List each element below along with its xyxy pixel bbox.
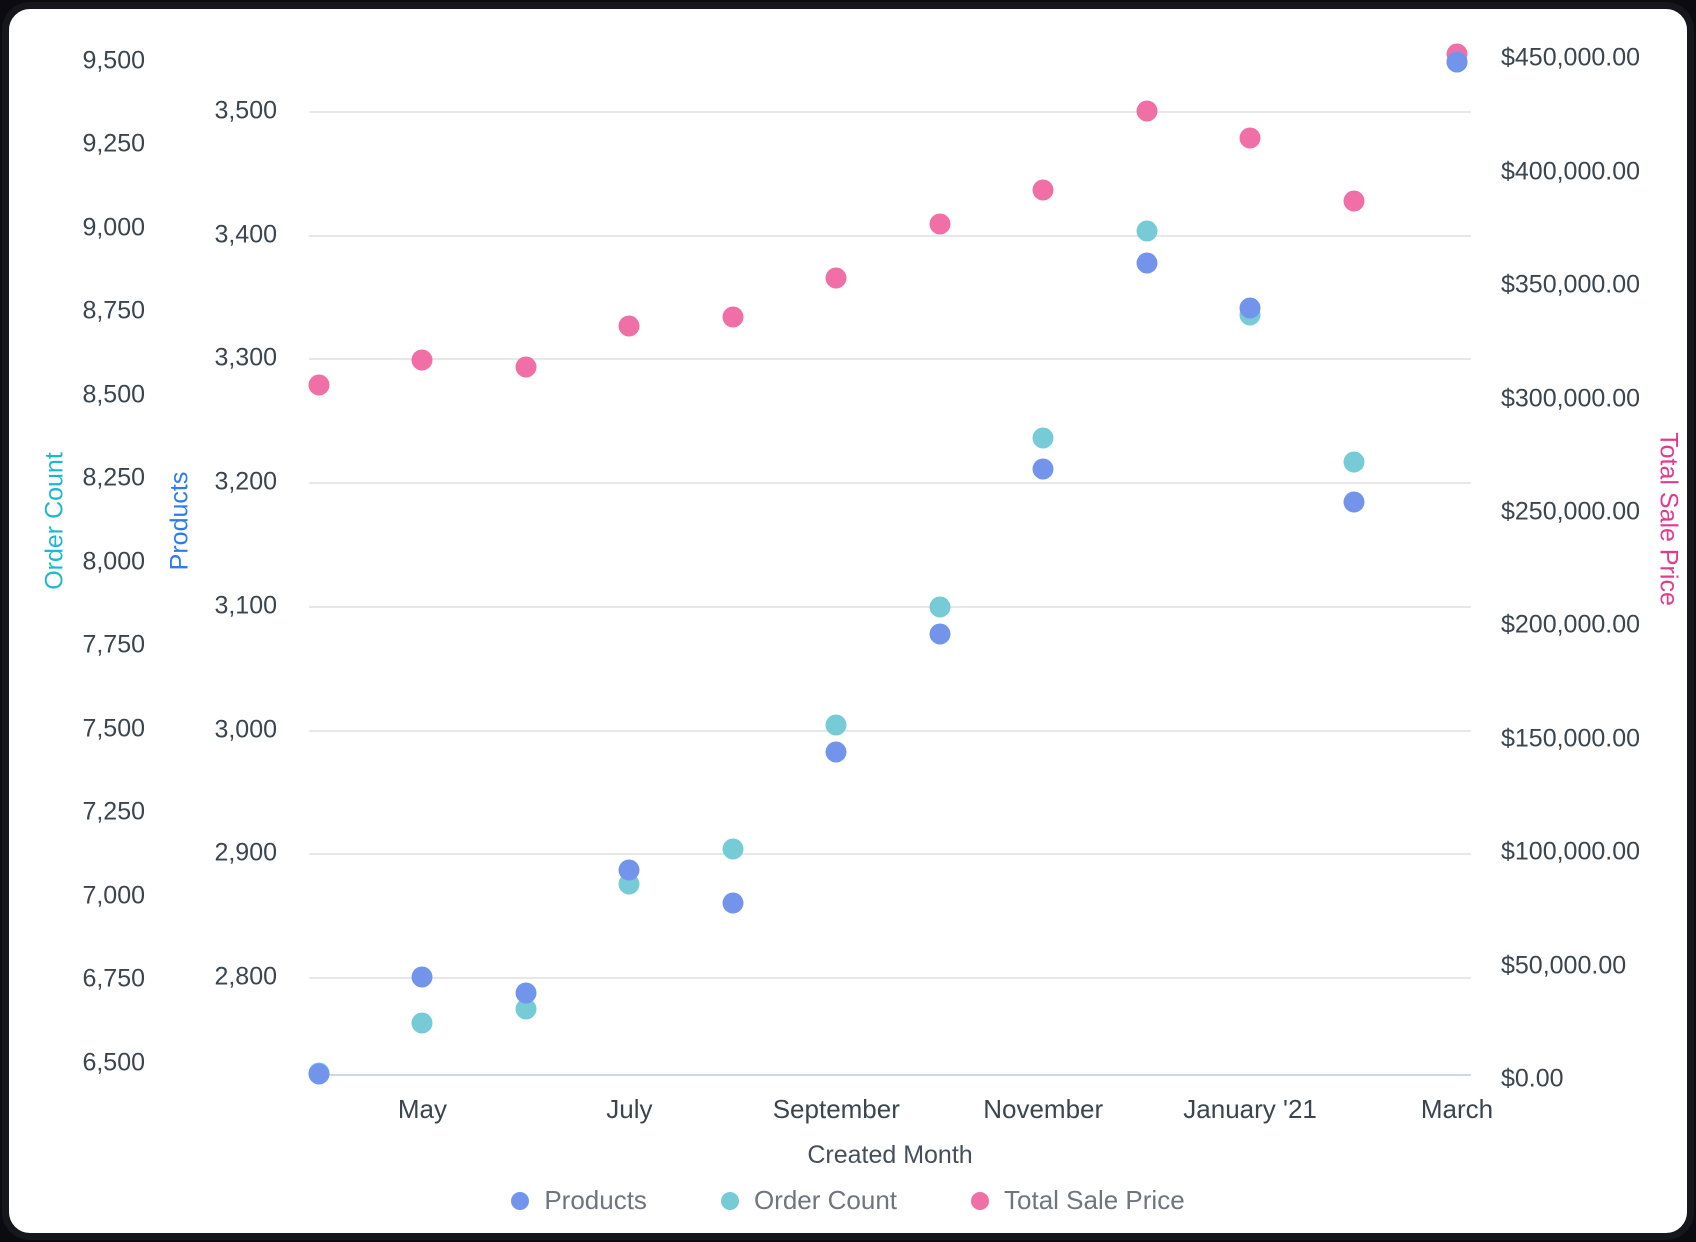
order-count-tick-label: 8,250 (82, 463, 145, 492)
gridline (309, 482, 1471, 485)
total-sale-price-point[interactable] (515, 356, 537, 378)
legend-dot-icon (971, 1191, 990, 1210)
order-count-point[interactable] (825, 714, 847, 736)
order-count-tick-label: 9,000 (82, 213, 145, 242)
x-axis-tick-label: November (983, 1094, 1104, 1124)
x-axis-title: Created Month (807, 1141, 973, 1169)
x-axis-line (309, 1074, 1471, 1076)
order-count-tick-label: 8,000 (82, 547, 145, 576)
legend-dot-icon (720, 1191, 739, 1210)
order-count-tick-label: 9,250 (82, 129, 145, 158)
products-point[interactable] (1343, 491, 1364, 513)
products-tick-label: 3,400 (214, 220, 277, 248)
order-count-tick-label: 7,250 (82, 797, 145, 826)
total-sale-price-tick-label: $50,000.00 (1501, 951, 1627, 980)
products-point[interactable] (1032, 458, 1054, 479)
total-sale-price-point[interactable] (722, 306, 744, 328)
x-axis-tick-label: March (1420, 1094, 1494, 1124)
total-sale-price-axis-title: Total Sale Price (1654, 432, 1683, 606)
x-axis-tick-label: January '21 (1183, 1094, 1317, 1124)
products-point[interactable] (1239, 297, 1261, 318)
total-sale-price-tick-label: $100,000.00 (1501, 837, 1641, 866)
legend-item-products[interactable]: Products (511, 1185, 647, 1216)
products-tick-label: 2,800 (214, 962, 277, 991)
order-count-tick-label: 8,500 (82, 380, 145, 409)
total-sale-price-tick-label: $200,000.00 (1501, 610, 1641, 639)
products-point[interactable] (308, 1063, 330, 1085)
products-tick-label: 3,100 (214, 591, 277, 620)
order-count-point[interactable] (515, 998, 537, 1020)
products-tick-label: 3,500 (214, 96, 277, 125)
order-count-tick-label: 7,000 (82, 881, 145, 910)
products-point[interactable] (411, 966, 433, 988)
total-sale-price-point[interactable] (411, 349, 433, 371)
products-point[interactable] (515, 982, 537, 1004)
total-sale-price-tick-label: $350,000.00 (1501, 270, 1641, 299)
total-sale-price-tick-label: $300,000.00 (1501, 384, 1641, 413)
legend-label: Order Count (753, 1185, 898, 1215)
gridline (309, 234, 1471, 237)
order-count-point[interactable] (722, 838, 744, 860)
products-tick-label: 2,900 (214, 838, 277, 867)
products-point[interactable] (1446, 51, 1468, 73)
order-count-tick-label: 7,500 (82, 714, 145, 743)
total-sale-price-tick-label: $150,000.00 (1501, 724, 1641, 753)
gridline (309, 605, 1471, 608)
order-count-point[interactable] (1343, 451, 1364, 472)
legend-item-order-count[interactable]: Order Count (720, 1185, 898, 1216)
products-point[interactable] (722, 892, 744, 914)
order-count-tick-label: 6,500 (82, 1048, 145, 1077)
products-point[interactable] (1136, 252, 1158, 274)
legend-label: Total Sale Price (1004, 1185, 1185, 1215)
gridline (309, 977, 1471, 980)
legend: Products Order Count Total Sale Price (9, 1185, 1687, 1216)
total-sale-price-point[interactable] (929, 213, 951, 235)
order-count-tick-label: 8,750 (82, 296, 145, 325)
x-axis-tick-label: September (772, 1094, 900, 1124)
gridline (309, 729, 1471, 732)
total-sale-price-point[interactable] (1136, 100, 1158, 121)
order-count-tick-label: 6,750 (82, 964, 145, 993)
total-sale-price-tick-label: $450,000.00 (1501, 43, 1641, 72)
gridline (309, 358, 1471, 361)
order-count-point[interactable] (929, 596, 951, 618)
gridline (309, 853, 1471, 856)
products-tick-label: 3,200 (214, 467, 277, 496)
products-tick-label: 3,300 (214, 343, 277, 372)
total-sale-price-point[interactable] (618, 315, 640, 337)
legend-item-total-sale-price[interactable]: Total Sale Price (971, 1185, 1185, 1216)
products-tick-label: 3,000 (214, 715, 277, 744)
total-sale-price-tick-label: $250,000.00 (1501, 497, 1641, 526)
gridline (309, 110, 1471, 113)
total-sale-price-point[interactable] (825, 267, 847, 289)
products-point[interactable] (825, 741, 847, 763)
total-sale-price-point[interactable] (308, 374, 330, 396)
order-count-point[interactable] (1136, 220, 1158, 242)
total-sale-price-point[interactable] (1343, 190, 1364, 212)
products-point[interactable] (618, 859, 640, 880)
total-sale-price-point[interactable] (1239, 127, 1261, 149)
total-sale-price-point[interactable] (1032, 179, 1054, 201)
order-count-point[interactable] (411, 1012, 433, 1034)
order-count-point[interactable] (1032, 427, 1054, 449)
total-sale-price-tick-label: $0.00 (1501, 1064, 1564, 1093)
x-axis-tick-label: July (606, 1094, 653, 1124)
total-sale-price-tick-label: $400,000.00 (1501, 157, 1641, 186)
products-axis-title: Products (165, 471, 194, 571)
order-count-tick-label: 9,500 (82, 46, 145, 75)
order-count-axis-title: Order Count (40, 452, 69, 590)
legend-dot-icon (511, 1191, 530, 1210)
legend-label: Products (544, 1185, 647, 1215)
order-count-tick-label: 7,750 (82, 630, 145, 659)
x-axis-tick-label: May (397, 1094, 447, 1124)
products-point[interactable] (929, 623, 951, 645)
